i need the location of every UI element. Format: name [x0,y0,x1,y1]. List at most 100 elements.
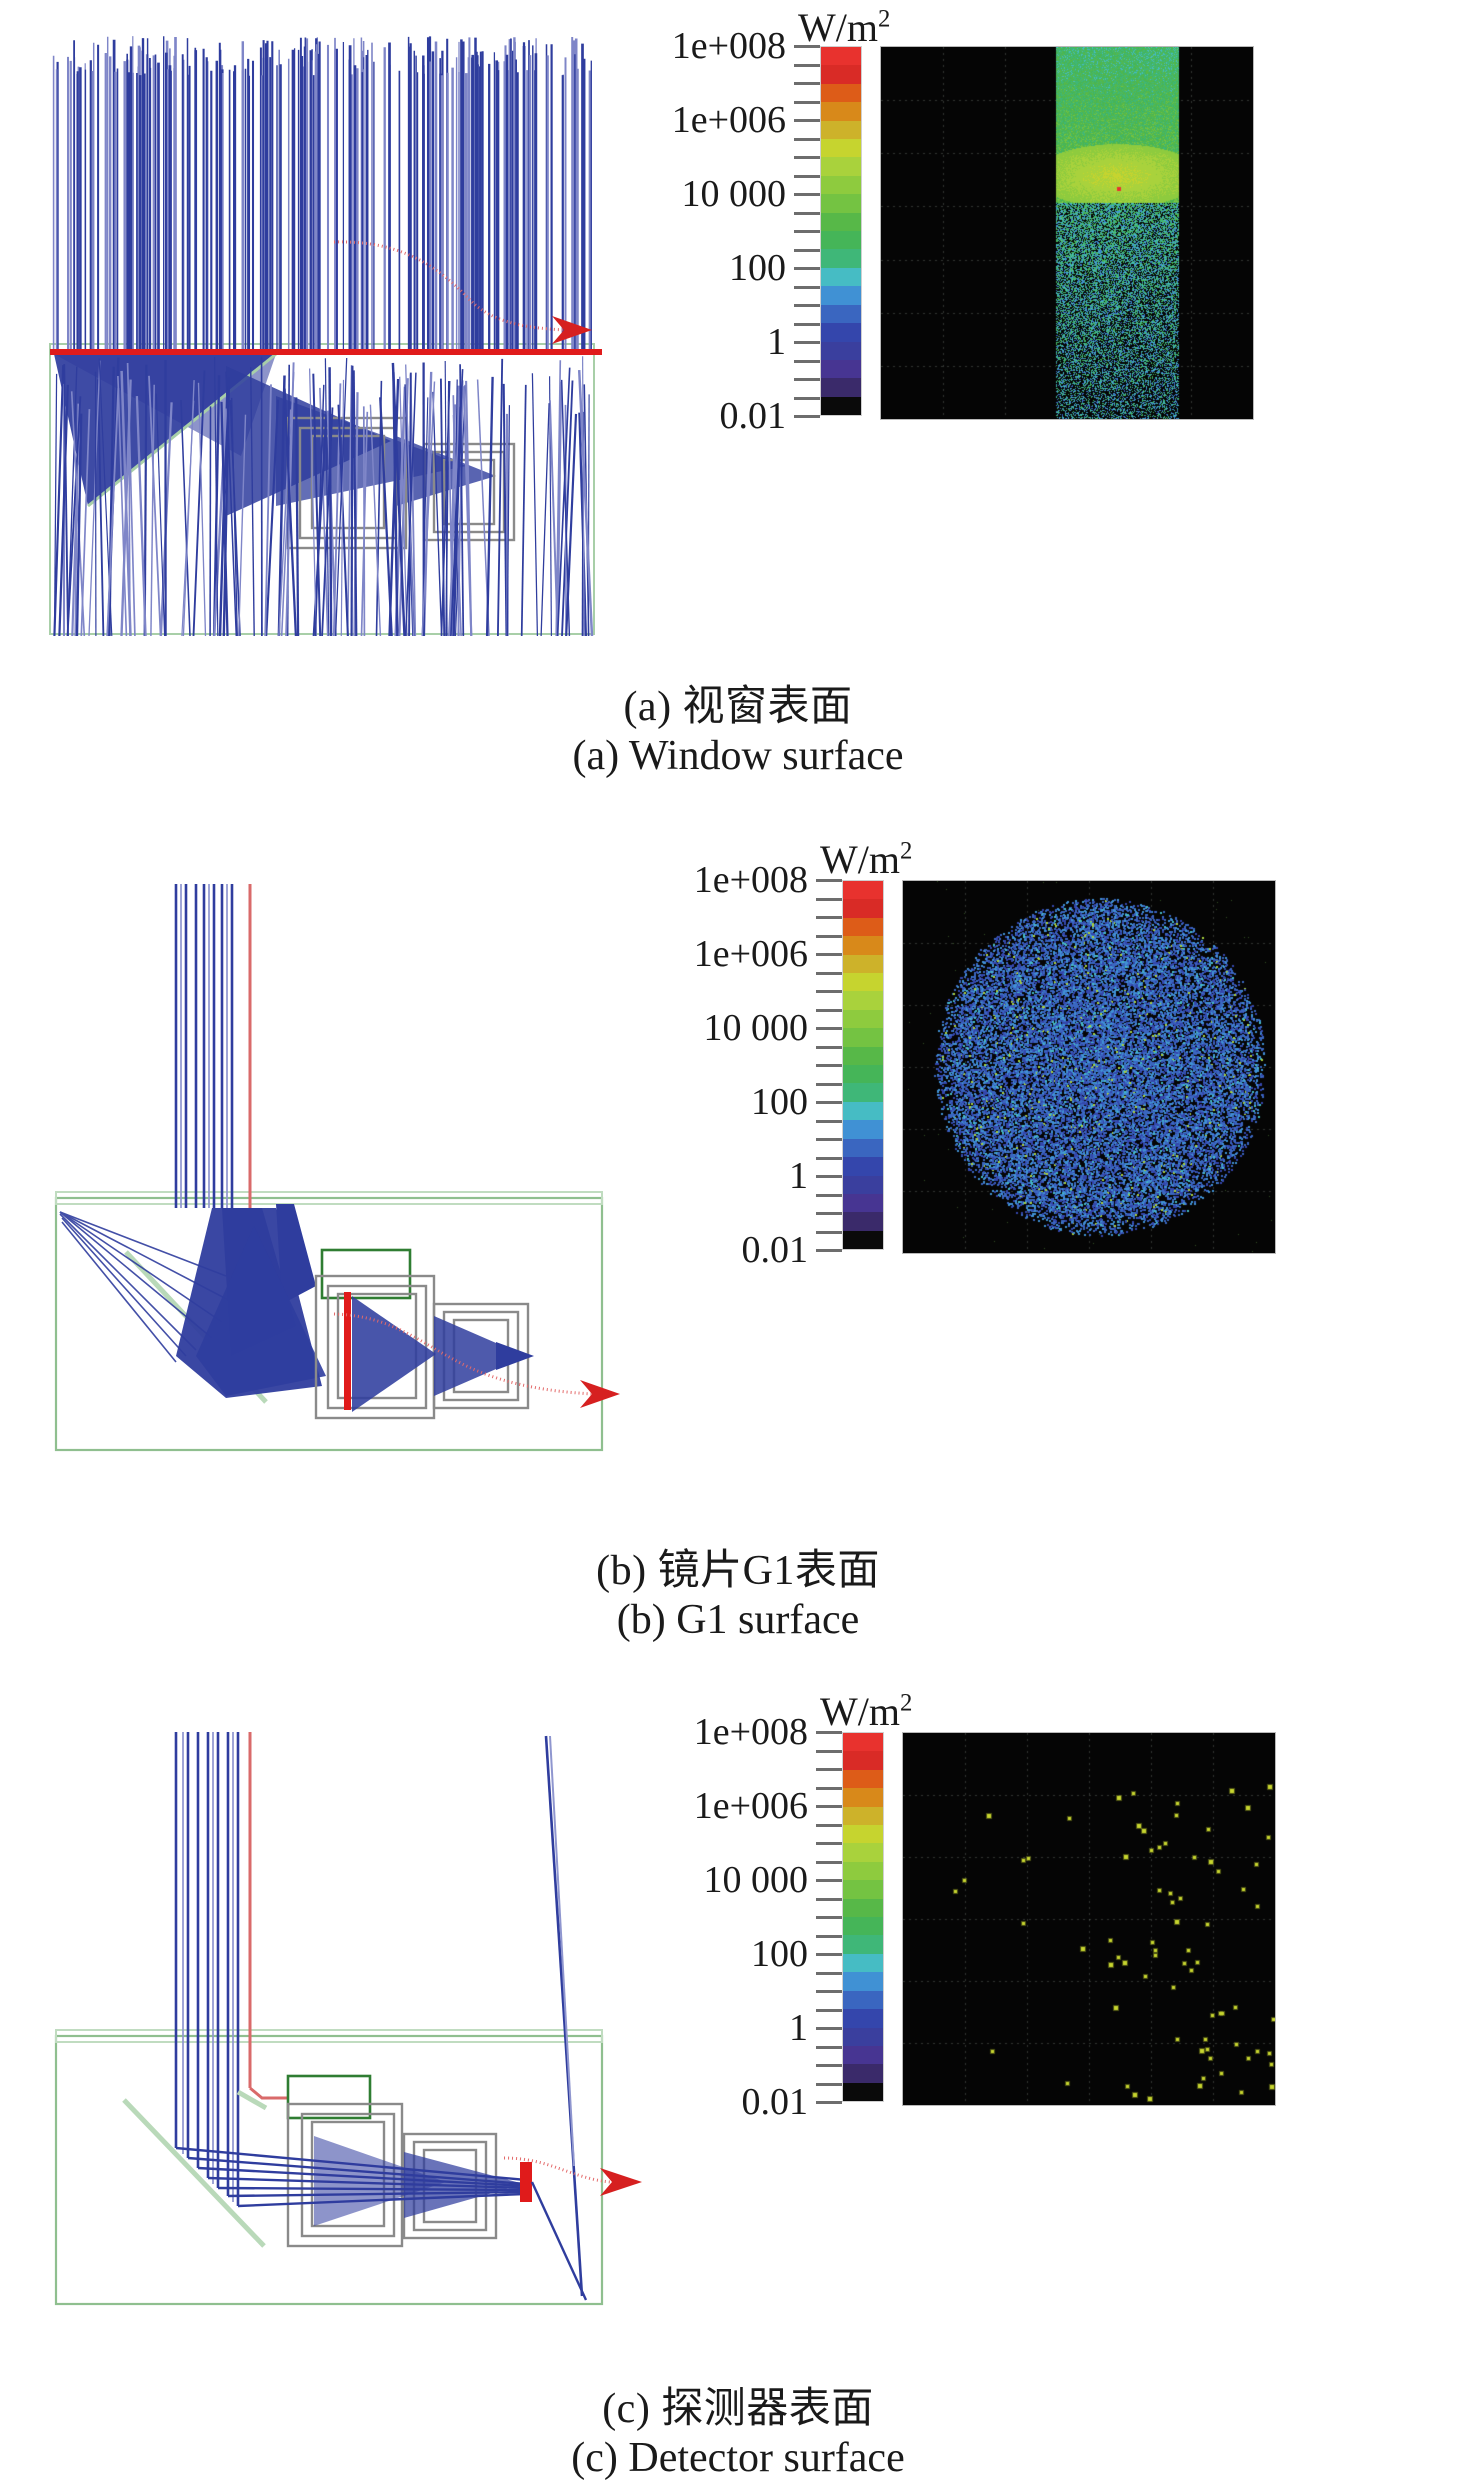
colorbar-tick [816,1212,842,1215]
panel-b: 1e+008 1e+006 10 000 100 1 0.01 W/m2 (b) 镜片G1… [0,820,1476,1650]
colorbar-tick [794,285,820,289]
colorbar-tick [816,916,842,919]
colorbar-segment [843,917,883,937]
colorbar-segment [843,2045,883,2065]
colorbar-tick [816,1064,842,1067]
colorbar-tick [816,1138,842,1141]
colorbar-tick [794,156,820,159]
colorbar-strip-a [820,46,862,416]
colorbar-segment [843,1861,883,1881]
colorbar-segment [843,1193,883,1213]
colorbar-segment [821,83,861,103]
colorbar-segment [843,1788,883,1807]
colorbar-strip-b [842,880,884,1250]
colorbar-tick-label: 100 [729,247,786,289]
colorbar-unit-b: W/m2 [820,836,912,883]
colorbar-ticks-c [814,1731,842,2104]
colorbar-tick-label: 0.01 [741,1229,809,1271]
colorbar-unit-text-a: W/m [798,5,878,50]
colorbar-tick [794,230,820,233]
colorbar-segment [821,194,861,213]
callout-arrow-c [503,2156,642,2196]
colorbar-tick [794,119,820,122]
colorbar-tick [816,1897,842,1901]
colorbar-tick [816,1990,842,1993]
colorbar-tick [794,193,820,196]
colorbar-unit-exp-b: 2 [899,837,913,865]
colorbar-segment [843,1120,883,1139]
colorbar-tick [794,45,820,48]
colorbar-labels-b: 1e+008 1e+006 10 000 100 1 0.01 [644,861,814,1269]
colorbar-tick [816,1082,842,1086]
colorbar-tick-label: 1 [789,2007,808,2049]
colorbar-tick [816,971,842,975]
colorbar-tick [816,1971,842,1975]
irradiance-canvas-c [903,1733,1275,2105]
colorbar-segment [843,2082,883,2102]
colorbar-tick [816,1842,842,1845]
colorbar-segment [843,1138,883,1158]
colorbar-segment [843,899,883,918]
colorbar-tick [794,322,820,326]
colorbar-segment [843,973,883,992]
colorbar-segment [821,341,861,360]
colorbar-segment [843,1972,883,1991]
colorbar-strip-c [842,1732,884,2102]
colorbar-c: 1e+008 1e+006 10 000 100 1 0.01 W/m2 [644,1689,913,2121]
colorbar-ticks-a [792,45,820,418]
raytrace-svg-c [26,1696,636,2316]
colorbar-tick [816,1731,842,1734]
colorbar-tick [816,2045,842,2049]
colorbar-segment [843,1009,883,1029]
colorbar-segment [821,304,861,324]
colorbar-segment [843,1843,883,1862]
colorbar-tick [816,897,842,901]
colorbar-tick [816,1879,842,1882]
colorbar-tick [816,2027,842,2030]
colorbar-segment [843,1101,883,1121]
colorbar-tick [816,953,842,956]
colorbar-segment [843,1157,883,1176]
colorbar-segment [821,47,861,66]
irradiance-canvas-b [903,881,1275,1253]
colorbar-tick-label: 100 [751,1933,808,1975]
colorbar-segment [843,936,883,955]
raytrace-diagram-c [26,1696,636,2316]
colorbar-tick-label: 0.01 [719,395,787,437]
colorbar-segment [821,65,861,84]
detector-surface-highlight-c [520,2162,532,2202]
colorbar-tick [816,1249,842,1252]
colorbar-tick [816,1823,842,1827]
g1-surface-highlight-b [344,1292,351,1410]
colorbar-tick [816,2064,842,2067]
raytrace-diagram-a [26,36,606,636]
incoming-rays-c [174,1732,240,2206]
caption-b: (b) 镜片G1表面 (b) G1 surface [0,1547,1476,1646]
colorbar-tick [794,359,820,363]
callout-arrow-a [333,240,592,344]
colorbar-segment [843,1953,883,1973]
colorbar-tick-label: 1e+008 [693,1711,808,1753]
colorbar-tick-label: 10 000 [681,173,787,215]
colorbar-segment [843,1083,883,1102]
caption-a-en: (a) Window surface [572,733,904,780]
colorbar-tick [816,1749,842,1753]
colorbar-tick [816,1786,842,1790]
colorbar-tick [816,1934,842,1938]
colorbar-segment [843,1917,883,1936]
colorbar-segment [843,1990,883,2010]
caption-c-en: (c) Detector surface [571,2435,905,2482]
colorbar-tick [794,341,820,344]
colorbar-tick-label: 1e+006 [693,933,808,975]
colorbar-tick [816,1230,842,1234]
colorbar-tick [816,934,842,938]
colorbar-tick-label: 1 [767,321,786,363]
colorbar-tick [816,2101,842,2104]
colorbar-tick [794,211,820,215]
colorbar-segment [821,120,861,140]
colorbar-tick [794,137,820,141]
panel-c: 1e+008 1e+006 10 000 100 1 0.01 W/m2 (c) 探测器表… [0,1660,1476,2488]
aperture-c [286,2074,372,2120]
aperture-b [320,1248,412,1300]
